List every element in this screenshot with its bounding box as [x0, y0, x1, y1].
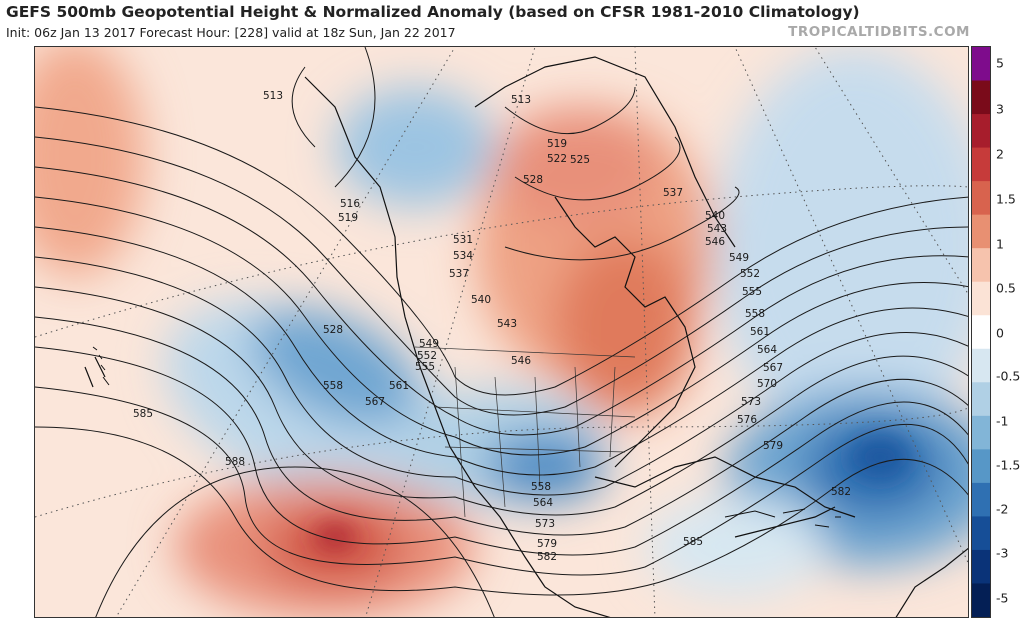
colorbar-swatch: [972, 415, 990, 450]
colorbar-label: 1.5: [996, 191, 1016, 207]
height-contours: [35, 47, 968, 617]
contour-label: 561: [750, 326, 770, 338]
map-title: GEFS 500mb Geopotential Height & Normali…: [6, 3, 860, 21]
contour-label: 525: [570, 154, 590, 166]
contour-label: 573: [741, 396, 761, 408]
colorbar-swatch: [972, 583, 990, 618]
colorbar-label: 1: [996, 236, 1004, 252]
contour-label: 543: [707, 223, 727, 235]
contour-label: 516: [340, 198, 360, 210]
colorbar-label: 0: [996, 325, 1004, 341]
contour-label: 573: [535, 518, 555, 530]
contour-label: 546: [705, 236, 725, 248]
contour-label: 552: [417, 350, 437, 362]
contour-label: 537: [663, 187, 683, 199]
colorbar-swatch: [972, 214, 990, 249]
contour-label: 543: [497, 318, 517, 330]
contour-label: 585: [133, 408, 153, 420]
colorbar-swatch: [972, 482, 990, 517]
colorbar-swatch: [972, 114, 990, 149]
colorbar-swatch: [972, 348, 990, 383]
colorbar-label: -0.5: [996, 368, 1021, 384]
contour-label: 555: [415, 361, 435, 373]
colorbar-swatches: [972, 47, 990, 618]
contour-label: 555: [742, 286, 762, 298]
contour-label: 513: [511, 94, 531, 106]
contour-label: 519: [547, 138, 567, 150]
contour-label: 558: [745, 308, 765, 320]
islands: [92, 346, 841, 528]
contour-label: 540: [705, 210, 725, 222]
anomaly-shading: [35, 47, 968, 617]
colorbar-swatch: [972, 281, 990, 316]
colorbar-swatch: [972, 315, 990, 350]
colorbar-swatch: [972, 382, 990, 417]
colorbar-swatch: [972, 248, 990, 283]
political-borders: [414, 346, 636, 518]
colorbar-swatch: [972, 181, 990, 216]
colorbar-label: 5: [996, 55, 1004, 71]
contour-label: 579: [537, 538, 557, 550]
contour-label: 528: [323, 324, 343, 336]
contour-label: 528: [523, 174, 543, 186]
contour-label: 558: [531, 481, 551, 493]
colorbar-label: -1.5: [996, 457, 1021, 473]
colorbar-label: -5: [996, 590, 1009, 606]
contour-label: 564: [757, 344, 777, 356]
colorbar-swatch: [972, 449, 990, 484]
contour-label: 549: [729, 252, 749, 264]
contour-label: 567: [763, 362, 783, 374]
colorbar-label: 2: [996, 146, 1004, 162]
colorbar-label: -2: [996, 501, 1009, 517]
colorbar-label: -3: [996, 545, 1009, 561]
credit-watermark: TROPICALTIDBITS.COM: [788, 24, 970, 40]
contour-label: 564: [533, 497, 553, 509]
latlon-grid: [35, 47, 968, 617]
contour-label: 549: [419, 338, 439, 350]
contour-label: 576: [737, 414, 757, 426]
contour-label: 567: [365, 396, 385, 408]
contour-label: 552: [740, 268, 760, 280]
contour-label: 522: [547, 153, 567, 165]
colorbar-swatch: [972, 147, 990, 182]
contour-label: 540: [471, 294, 491, 306]
contour-label: 558: [323, 380, 343, 392]
contour-label: 534: [453, 250, 473, 262]
contour-label: 537: [449, 268, 469, 280]
contour-labels: 513 519 522 525 528 537 540 543 546 549 …: [133, 90, 851, 563]
colorbar-label: 3: [996, 101, 1004, 117]
map-canvas: 513 519 522 525 528 537 540 543 546 549 …: [35, 47, 968, 617]
colorbar: [971, 46, 991, 618]
contour-label: 513: [263, 90, 283, 102]
colorbar-swatch: [972, 549, 990, 584]
contour-label: 546: [511, 355, 531, 367]
colorbar-swatch: [972, 516, 990, 551]
contour-label: 519: [338, 212, 358, 224]
map-subtitle: Init: 06z Jan 13 2017 Forecast Hour: [22…: [6, 25, 456, 40]
contour-label: 561: [389, 380, 409, 392]
colorbar-label: 0.5: [996, 280, 1016, 296]
contour-label: 579: [763, 440, 783, 452]
colorbar-swatch: [972, 47, 990, 82]
contour-label: 585: [683, 536, 703, 548]
contour-label: 588: [225, 456, 245, 468]
colorbar-swatch: [972, 80, 990, 115]
contour-label: 570: [757, 378, 777, 390]
contour-label: 582: [831, 486, 851, 498]
contour-label: 582: [537, 551, 557, 563]
contour-label: 531: [453, 234, 473, 246]
colorbar-label: -1: [996, 413, 1009, 429]
anomaly-map: 513 519 522 525 528 537 540 543 546 549 …: [34, 46, 969, 618]
